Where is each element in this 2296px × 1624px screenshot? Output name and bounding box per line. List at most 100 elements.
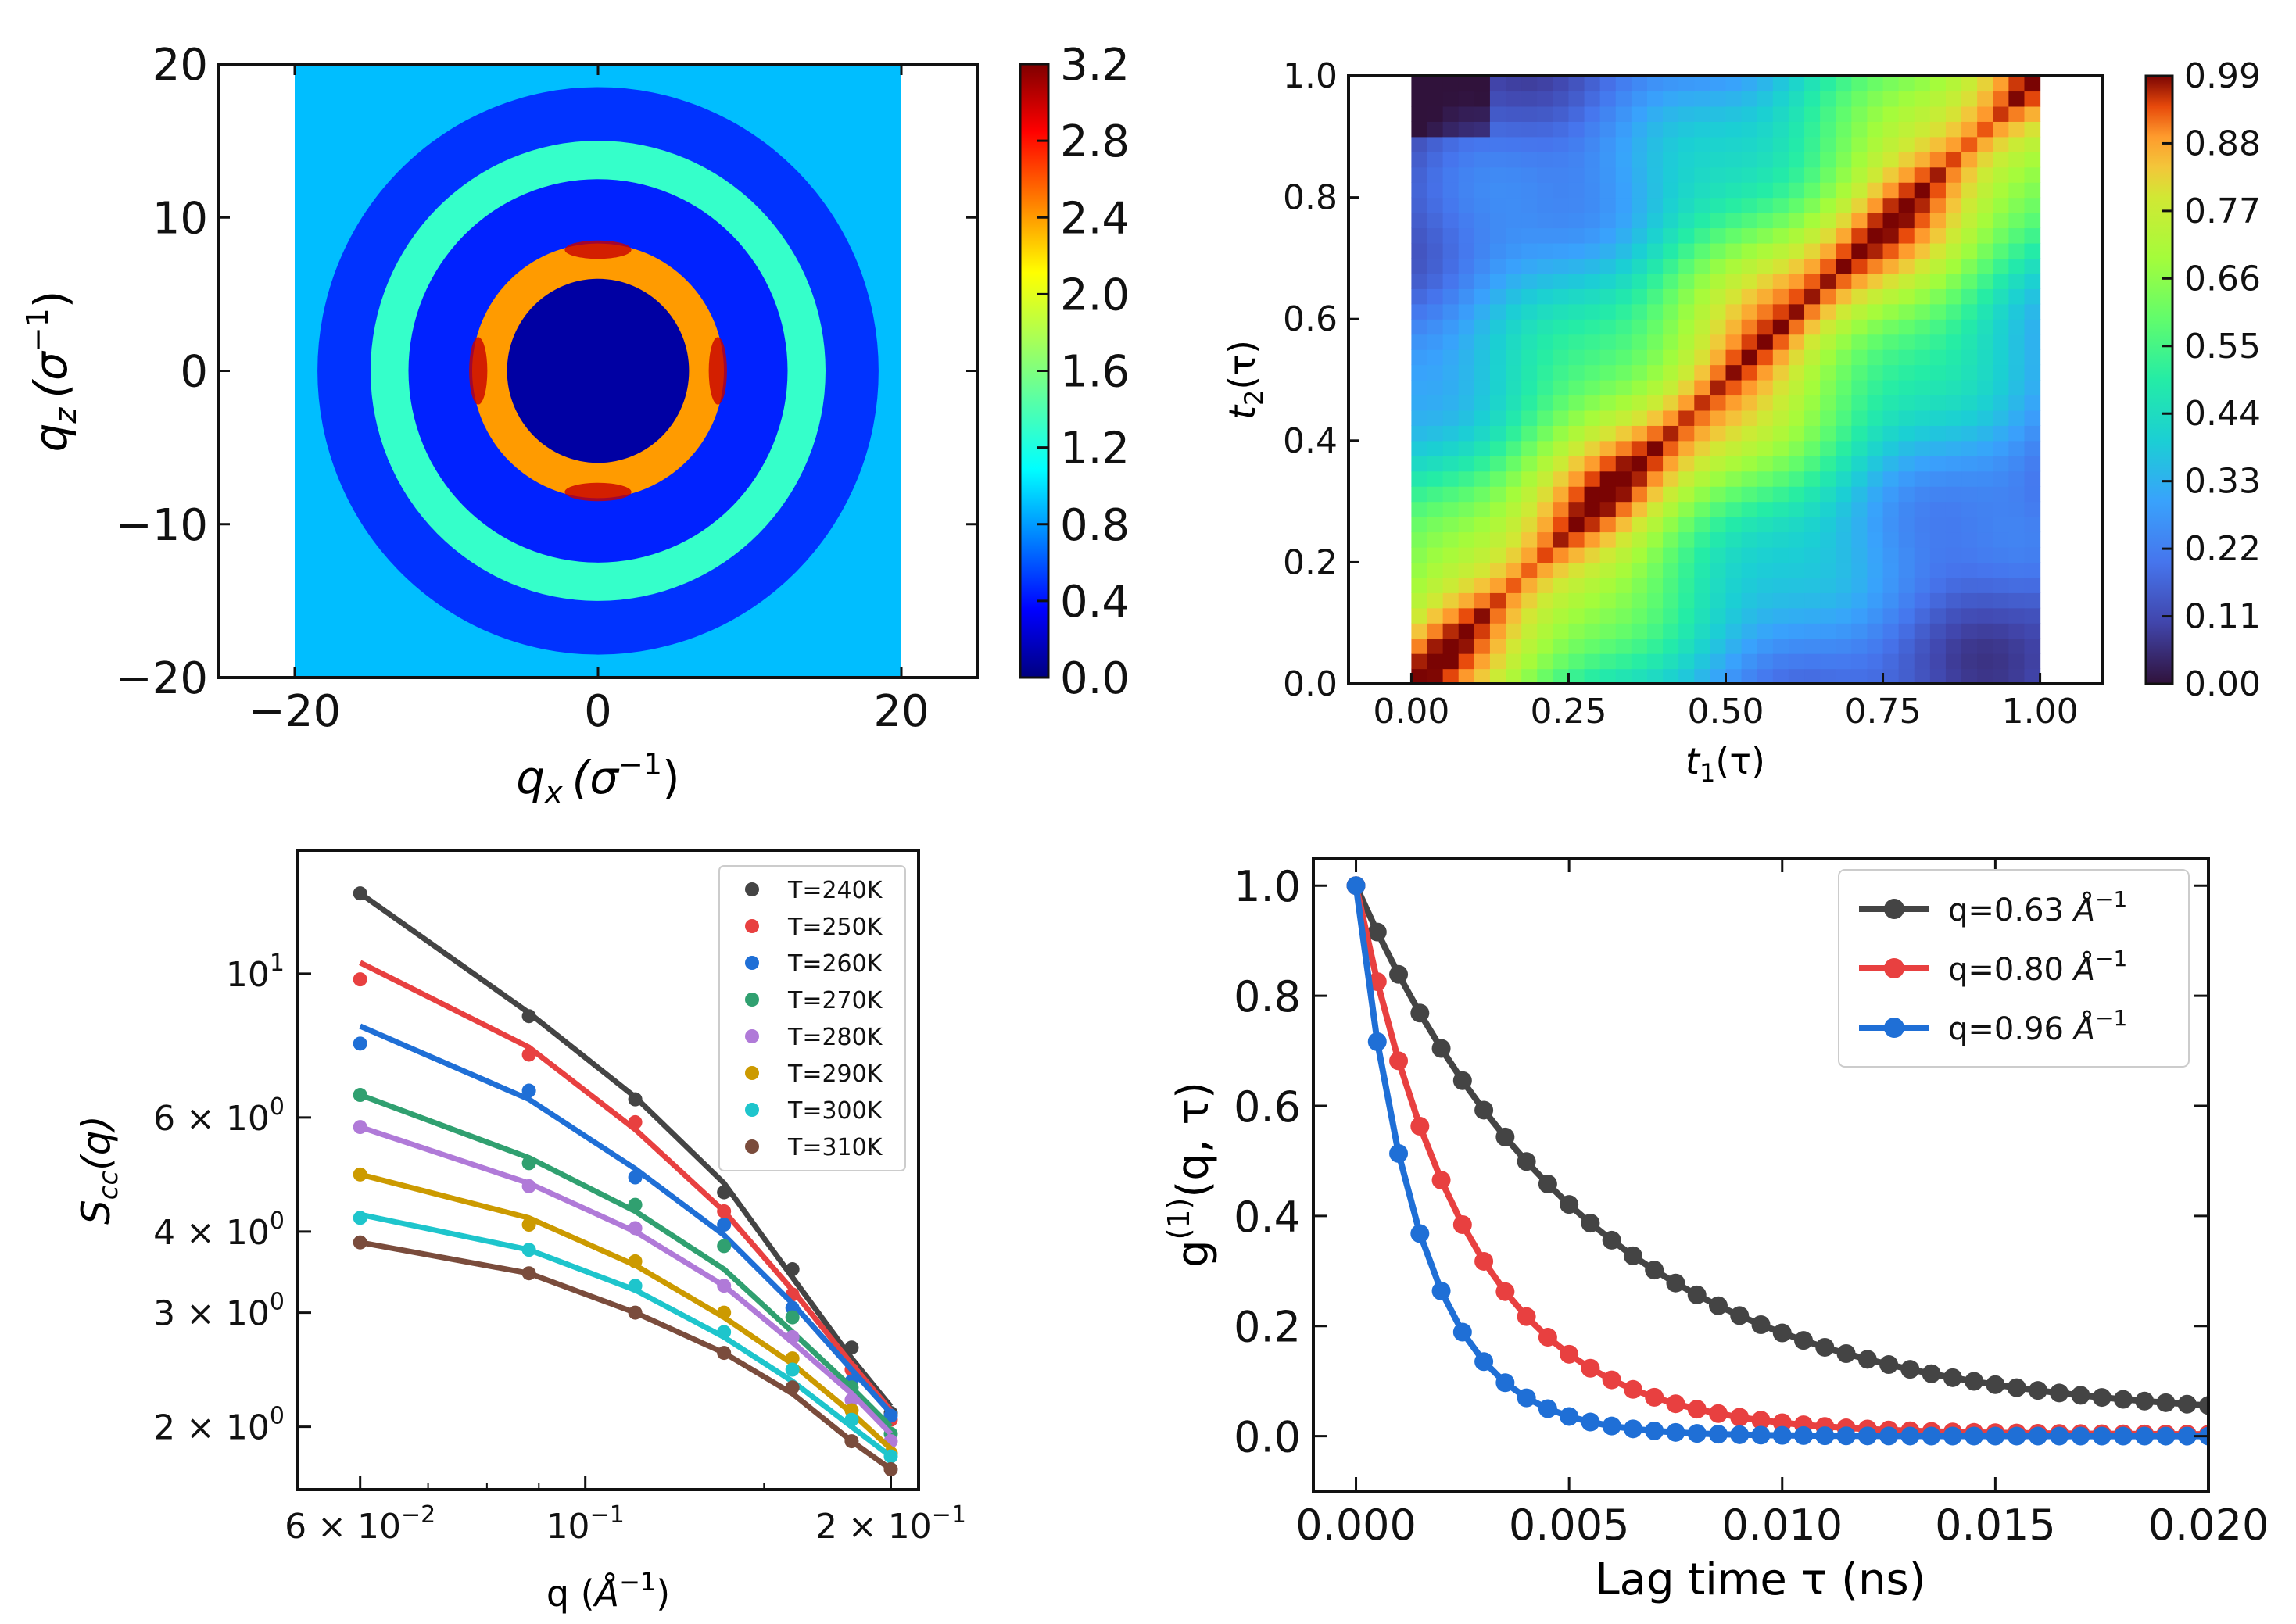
y-tick-label: −10 xyxy=(116,500,208,551)
legend-marker xyxy=(1884,1018,1904,1038)
correlation-cell xyxy=(1427,607,1444,624)
correlation-cell xyxy=(1741,440,1758,456)
correlation-cell xyxy=(1820,546,1836,563)
correlation-cell xyxy=(1945,607,1962,624)
data-point xyxy=(1645,1261,1664,1280)
correlation-cell xyxy=(1411,242,1428,259)
correlation-cell xyxy=(1521,303,1538,320)
correlation-cell xyxy=(1929,182,1947,199)
peak-hotspot xyxy=(708,337,727,405)
correlation-cell xyxy=(1836,182,1852,199)
correlation-cell xyxy=(1725,410,1743,426)
correlation-cell xyxy=(1945,395,1962,411)
correlation-cell xyxy=(1694,334,1710,350)
correlation-cell xyxy=(1553,106,1570,122)
correlation-cell xyxy=(1788,303,1805,320)
data-point xyxy=(353,1088,367,1103)
correlation-cell xyxy=(1678,410,1695,426)
correlation-cell xyxy=(1411,440,1428,456)
correlation-cell xyxy=(1568,470,1585,487)
correlation-cell xyxy=(1836,486,1852,503)
correlation-cell xyxy=(1898,349,1915,366)
correlation-cell xyxy=(1584,623,1601,639)
correlation-cell xyxy=(1867,121,1884,138)
correlation-cell xyxy=(1694,273,1710,289)
correlation-cell xyxy=(1568,395,1585,411)
correlation-cell xyxy=(1474,653,1491,670)
correlation-cell xyxy=(1993,334,2009,350)
correlation-cell xyxy=(1961,349,1978,366)
correlation-cell xyxy=(1836,607,1852,624)
correlation-cell xyxy=(2024,182,2041,199)
correlation-cell xyxy=(1553,562,1570,578)
correlation-cell xyxy=(1442,136,1460,152)
correlation-cell xyxy=(1411,349,1428,366)
correlation-cell xyxy=(1506,456,1522,472)
correlation-cell xyxy=(1772,121,1789,138)
correlation-cell xyxy=(2024,152,2041,168)
correlation-cell xyxy=(1537,182,1553,199)
correlation-cell xyxy=(1867,456,1884,472)
correlation-cell xyxy=(1836,166,1852,183)
colorbar-tick-label: 2.4 xyxy=(1060,193,1130,244)
data-point xyxy=(1538,1328,1557,1347)
correlation-cell xyxy=(1945,288,1962,305)
y-tick-label: 1.0 xyxy=(1234,862,1301,911)
correlation-cell xyxy=(1537,395,1553,411)
correlation-cell xyxy=(1553,76,1570,92)
correlation-cell xyxy=(1489,106,1506,122)
correlation-cell xyxy=(1725,121,1743,138)
correlation-cell xyxy=(1646,562,1664,578)
correlation-cell xyxy=(1584,501,1601,517)
correlation-cell xyxy=(1804,152,1821,168)
correlation-cell xyxy=(1663,227,1679,244)
correlation-cell xyxy=(1788,213,1805,229)
correlation-cell xyxy=(1961,623,1978,639)
data-point xyxy=(1517,1388,1536,1408)
correlation-cell xyxy=(1993,364,2009,381)
correlation-cell xyxy=(1804,197,1821,213)
correlation-cell xyxy=(1788,258,1805,274)
x-tick-label: 20 xyxy=(873,686,929,737)
correlation-cell xyxy=(1741,152,1758,168)
correlation-cell xyxy=(1993,152,2009,168)
correlation-cell xyxy=(2024,517,2041,533)
correlation-cell xyxy=(1427,319,1444,335)
correlation-cell xyxy=(1694,440,1710,456)
correlation-cell xyxy=(1836,470,1852,487)
correlation-cell xyxy=(2024,501,2041,517)
correlation-cell xyxy=(1898,653,1915,670)
correlation-cell xyxy=(1851,364,1868,381)
correlation-cell xyxy=(1442,425,1460,442)
correlation-cell xyxy=(1757,486,1774,503)
correlation-cell xyxy=(1411,638,1428,654)
correlation-cell xyxy=(1615,166,1632,183)
correlation-cell xyxy=(1427,653,1444,670)
x-tick-label: 1.00 xyxy=(2002,692,2079,732)
x-tick-label: 0.000 xyxy=(1295,1501,1417,1550)
correlation-cell xyxy=(2024,425,2041,442)
correlation-cell xyxy=(1993,288,2009,305)
correlation-cell xyxy=(1663,273,1679,289)
correlation-cell xyxy=(1553,470,1570,487)
correlation-cell xyxy=(1631,653,1648,670)
correlation-cell xyxy=(1882,470,1900,487)
correlation-cell xyxy=(1898,638,1915,654)
correlation-cell xyxy=(1898,152,1915,168)
correlation-cell xyxy=(1678,577,1695,593)
correlation-cell xyxy=(2024,470,2041,487)
correlation-cell xyxy=(1442,319,1460,335)
correlation-cell xyxy=(1506,577,1522,593)
correlation-cell xyxy=(1710,470,1727,487)
legend-marker xyxy=(1884,899,1904,919)
correlation-cell xyxy=(1882,76,1900,92)
y-tick-label: −20 xyxy=(116,653,208,704)
data-point xyxy=(353,1211,367,1225)
correlation-cell xyxy=(1851,456,1868,472)
correlation-cell xyxy=(1898,607,1915,624)
correlation-cell xyxy=(1584,486,1601,503)
correlation-cell xyxy=(1694,486,1710,503)
correlation-cell xyxy=(1537,501,1553,517)
data-point xyxy=(1560,1344,1579,1364)
correlation-cell xyxy=(1615,668,1632,684)
